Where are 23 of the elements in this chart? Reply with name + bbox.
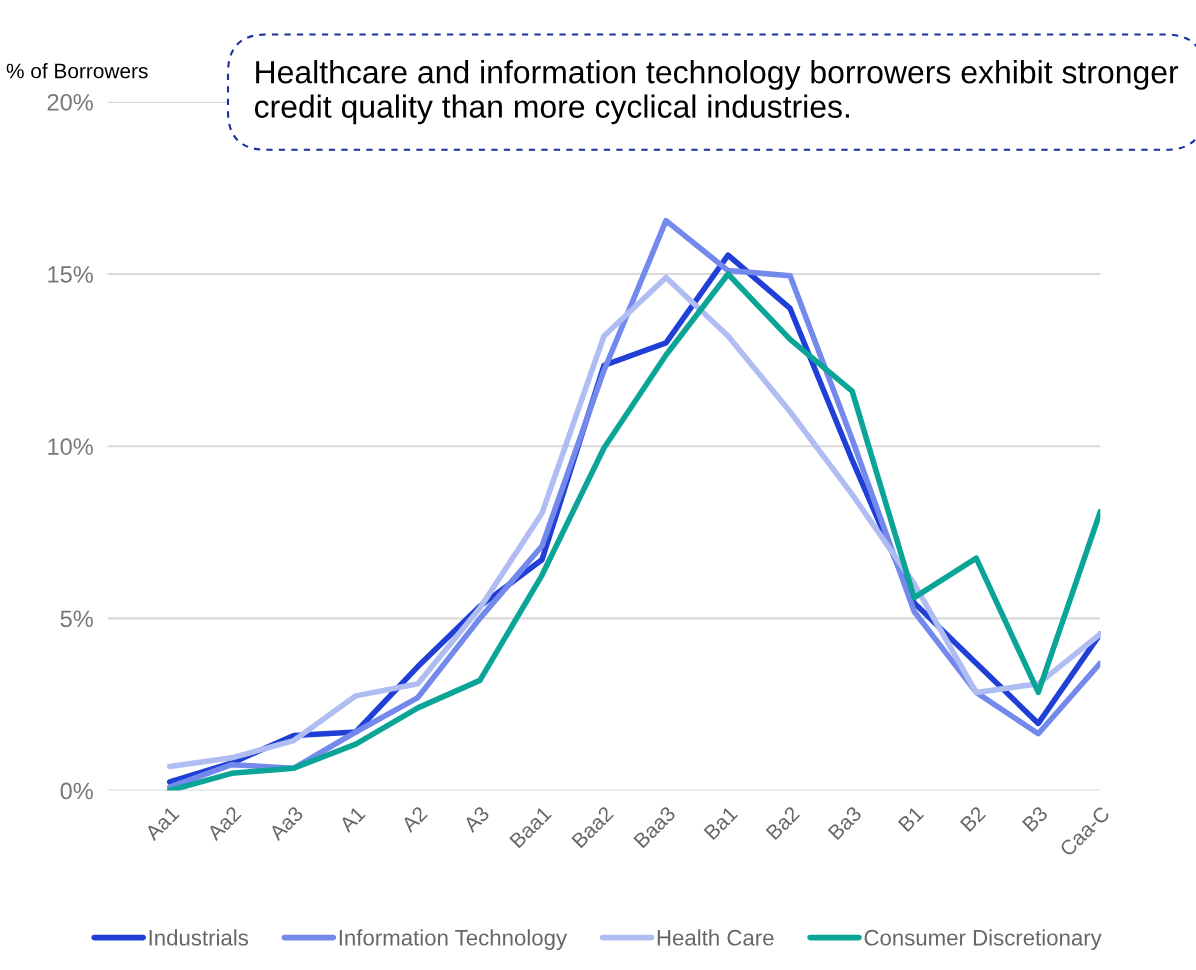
x-tick-label: Aa2 (205, 805, 242, 842)
y-tick-label: 5% (60, 610, 93, 628)
x-tick-label: B2 (959, 805, 987, 832)
y-axis-title: % of Borrowers (6, 63, 148, 79)
x-tick-label: Ba2 (765, 805, 801, 841)
annotation: Healthcare and information technology borrowers exhibit stronger credit quality than more cyclical industries. (254, 60, 1179, 125)
legend-label: Industrials (149, 929, 249, 946)
legend-label: Consumer Discretionary (864, 929, 1102, 950)
x-tick-label: B3 (1021, 805, 1049, 833)
x-tick-label: Ba1 (703, 805, 739, 841)
x-tick-label: B1 (897, 805, 925, 832)
x-tick-label: A3 (462, 805, 491, 834)
legend-label: Information Technology (339, 929, 568, 950)
x-tick-label: Ba3 (827, 805, 863, 841)
x-tick-label: Aa1 (144, 805, 180, 842)
y-tick-label: 0% (60, 782, 93, 800)
x-tick-label: Aa3 (267, 805, 304, 842)
y-tick-label: 20% (47, 93, 93, 111)
x-tick-label: A1 (338, 805, 366, 834)
y-tick-label: 15% (48, 266, 93, 283)
legend-label: Health Care (657, 929, 774, 946)
y-tick-label: 10% (48, 438, 93, 455)
x-tick-label: A2 (400, 805, 428, 834)
